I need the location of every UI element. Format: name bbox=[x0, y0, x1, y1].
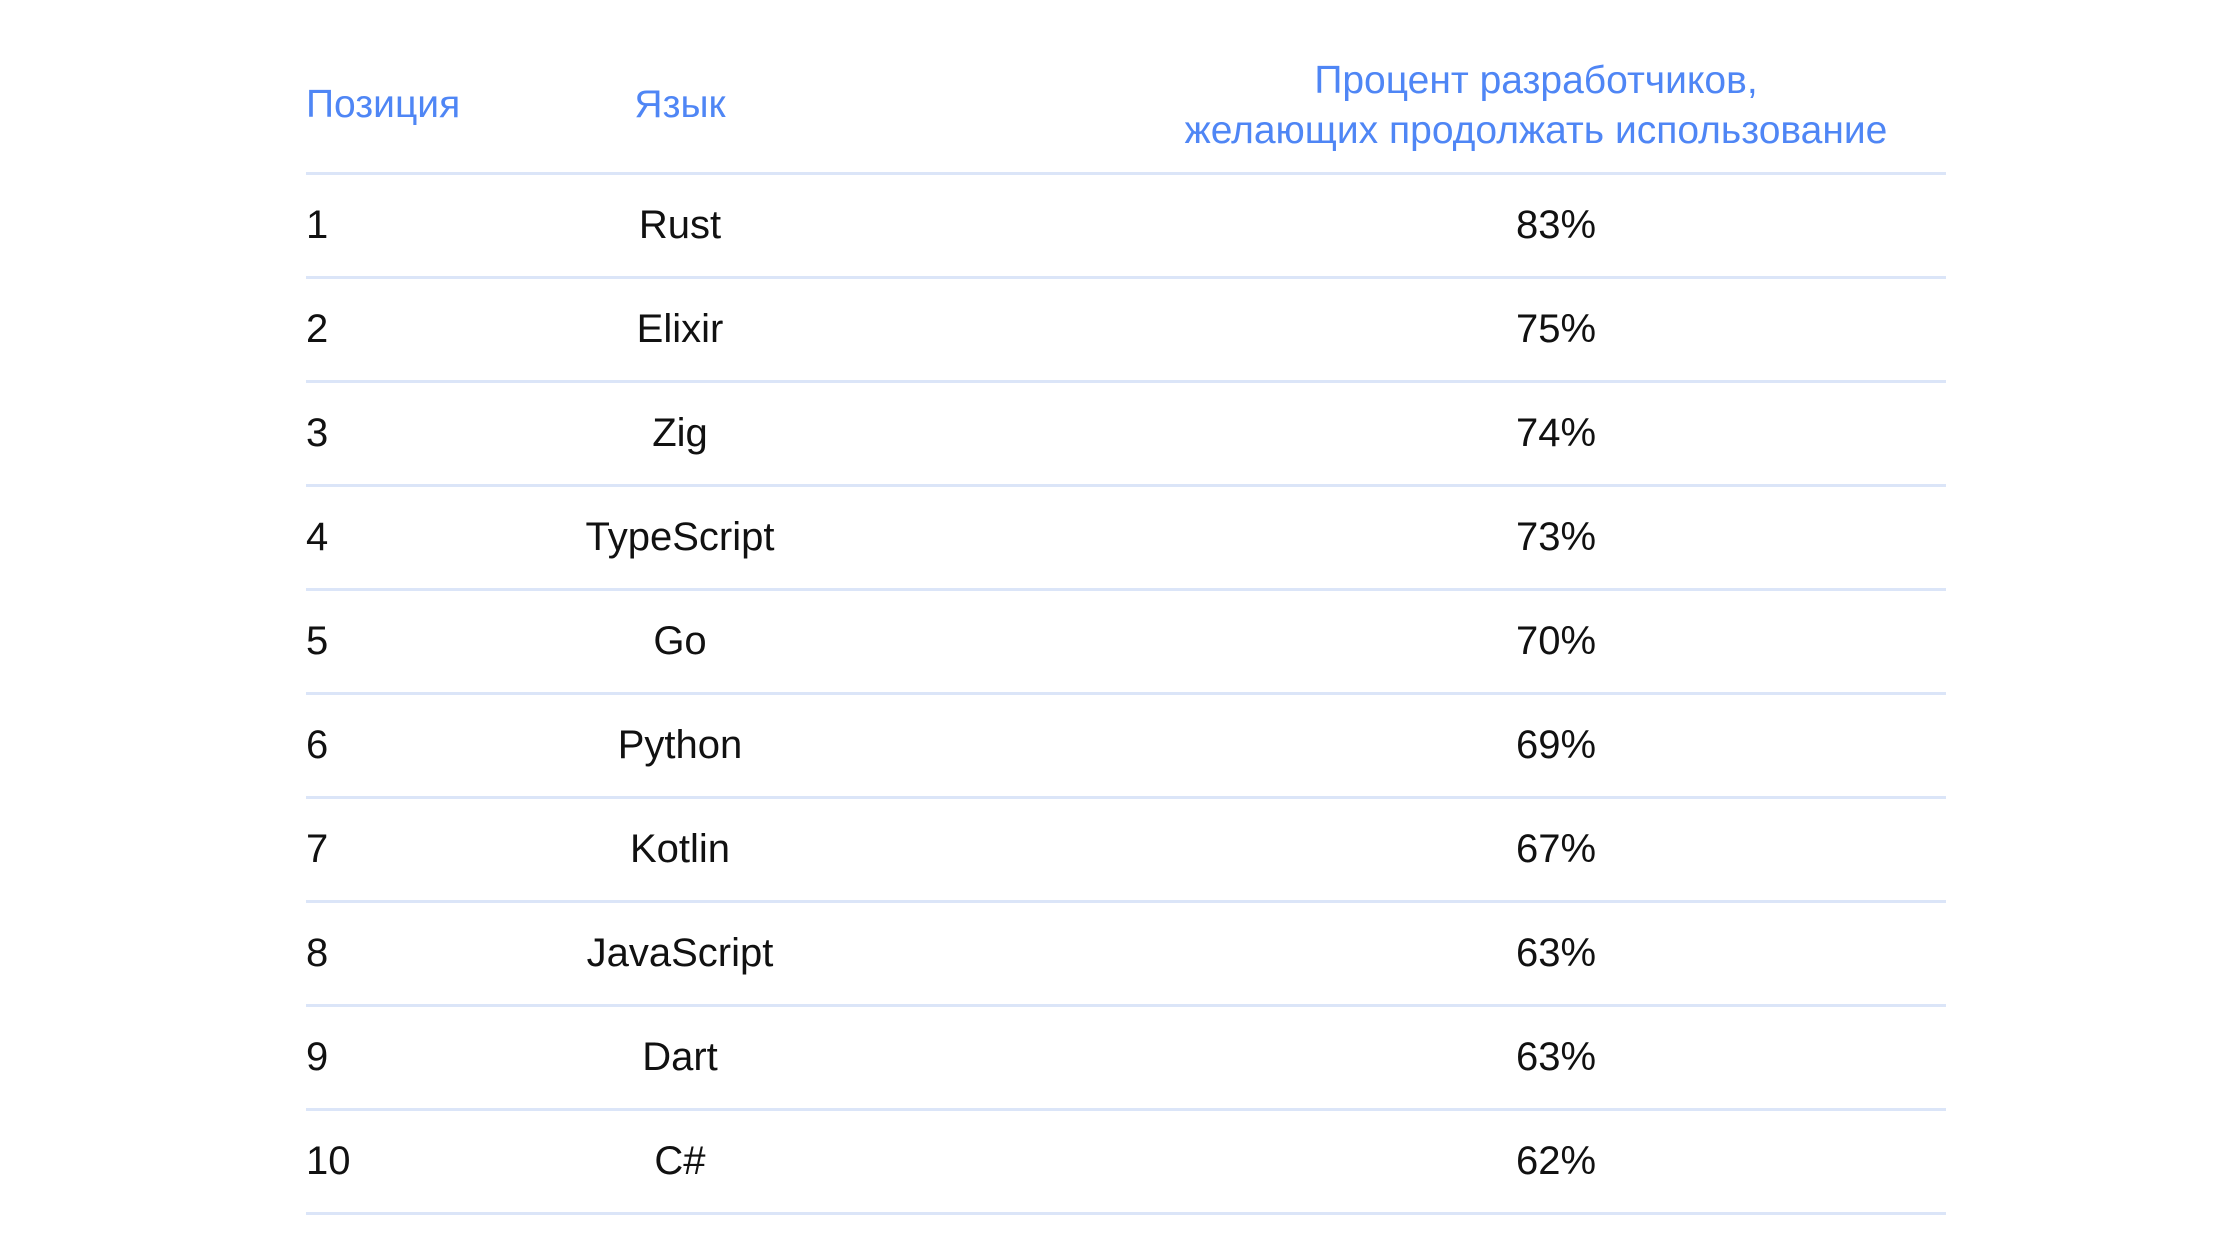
row-percent: 75% bbox=[1515, 307, 1597, 351]
languages-table: Позиция Язык Процент разработчиков, жела… bbox=[306, 50, 1946, 1215]
table-row: 7 Kotlin 67% bbox=[306, 799, 1946, 903]
row-position: 1 bbox=[306, 203, 329, 247]
row-language: Zig bbox=[652, 411, 708, 455]
row-position: 4 bbox=[306, 515, 329, 559]
table-row: 3 Zig 74% bbox=[306, 383, 1946, 487]
row-language: TypeScript bbox=[585, 515, 775, 559]
row-percent: 69% bbox=[1515, 723, 1597, 767]
table-row: 9 Dart 63% bbox=[306, 1007, 1946, 1111]
row-position: 8 bbox=[306, 931, 329, 975]
header-language: Язык bbox=[634, 83, 726, 126]
row-language: Rust bbox=[638, 203, 722, 247]
row-position: 3 bbox=[306, 411, 329, 455]
row-percent: 63% bbox=[1515, 931, 1597, 975]
table-row: 8 JavaScript 63% bbox=[306, 903, 1946, 1007]
row-language: Elixir bbox=[636, 307, 724, 351]
row-percent: 73% bbox=[1515, 515, 1597, 559]
row-language: Python bbox=[617, 723, 743, 767]
header-position: Позиция bbox=[306, 83, 461, 126]
table-row: 6 Python 69% bbox=[306, 695, 1946, 799]
row-percent: 83% bbox=[1515, 203, 1597, 247]
row-position: 9 bbox=[306, 1035, 329, 1079]
row-position: 6 bbox=[306, 723, 329, 767]
row-language: JavaScript bbox=[586, 931, 774, 975]
row-language: Dart bbox=[642, 1035, 718, 1079]
table-row: 5 Go 70% bbox=[306, 591, 1946, 695]
row-percent: 67% bbox=[1515, 827, 1597, 871]
row-position: 2 bbox=[306, 307, 329, 351]
table-header: Позиция Язык Процент разработчиков, жела… bbox=[306, 50, 1946, 175]
row-percent: 74% bbox=[1515, 411, 1597, 455]
row-position: 7 bbox=[306, 827, 329, 871]
row-position: 5 bbox=[306, 619, 329, 663]
row-language: C# bbox=[654, 1139, 706, 1183]
row-position: 10 bbox=[306, 1139, 351, 1183]
table-row: 4 TypeScript 73% bbox=[306, 487, 1946, 591]
row-percent: 63% bbox=[1515, 1035, 1597, 1079]
header-percent-line2: желающих продолжать использование bbox=[1184, 109, 1888, 152]
header-percent: Процент разработчиков, желающих продолжа… bbox=[1126, 56, 1946, 156]
row-language: Go bbox=[653, 619, 707, 663]
table-row: 10 C# 62% bbox=[306, 1111, 1946, 1215]
row-percent: 70% bbox=[1515, 619, 1597, 663]
table-row: 1 Rust 83% bbox=[306, 175, 1946, 279]
header-percent-line1: Процент разработчиков, bbox=[1314, 59, 1758, 102]
row-percent: 62% bbox=[1515, 1139, 1597, 1183]
row-language: Kotlin bbox=[629, 827, 731, 871]
table-row: 2 Elixir 75% bbox=[306, 279, 1946, 383]
